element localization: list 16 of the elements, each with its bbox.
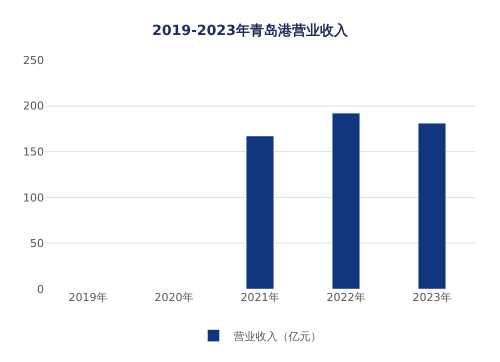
x-tick-label: 2023年 xyxy=(412,291,452,304)
bar xyxy=(332,112,360,289)
y-tick-label: 50 xyxy=(30,237,44,250)
y-tick-label: 100 xyxy=(23,191,44,204)
y-tick-label: 150 xyxy=(23,145,44,158)
y-tick-label: 0 xyxy=(37,282,44,296)
bar xyxy=(246,136,274,289)
x-tick-label: 2019年 xyxy=(68,291,108,304)
chart-title: 2019-2023年青岛港营业收入 xyxy=(152,23,349,40)
y-tick-label: 200 xyxy=(23,100,44,113)
legend-label: 营业收入（亿元） xyxy=(234,330,322,343)
y-tick-label: 250 xyxy=(23,54,44,67)
x-tick-label: 2021年 xyxy=(240,291,280,304)
bar xyxy=(418,122,446,289)
x-tick-label: 2022年 xyxy=(326,291,366,304)
x-tick-label: 2020年 xyxy=(154,291,194,304)
